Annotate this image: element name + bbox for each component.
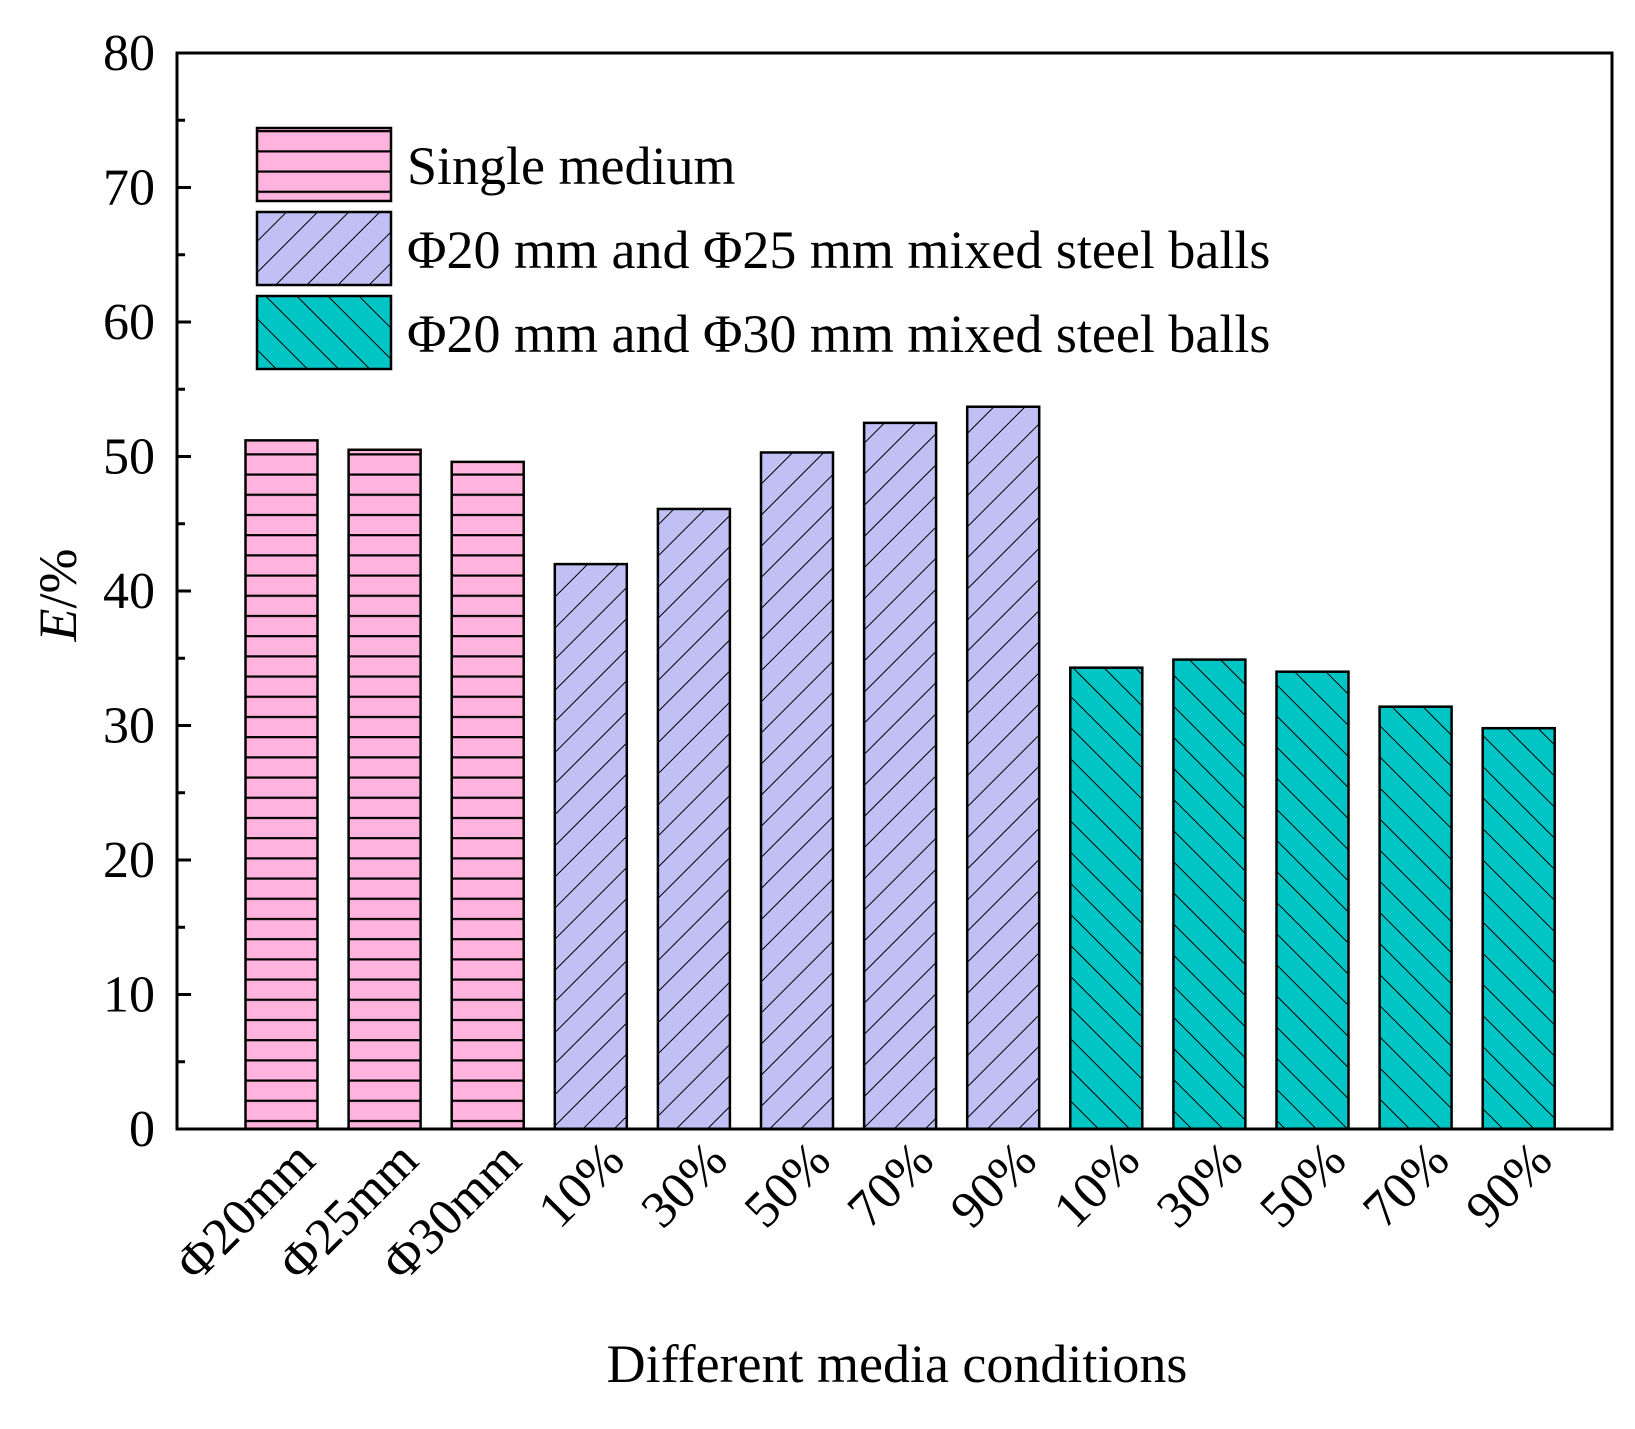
y-tick-label: 10	[103, 967, 155, 1024]
y-tick-label: 50	[103, 429, 155, 486]
bar-2-5	[965, 405, 1041, 1131]
bar-2-3	[759, 451, 835, 1131]
x-tick-label: 10%	[1043, 1131, 1151, 1239]
y-tick-label: 60	[103, 294, 155, 351]
legend-label-2: Φ20 mm and Φ25 mm mixed steel balls	[407, 220, 1270, 280]
y-axis-label-italic: E	[28, 609, 88, 643]
bars-layer	[244, 405, 1556, 1131]
x-tick-label: 30%	[631, 1131, 739, 1239]
bar-3-3	[1275, 670, 1350, 1131]
bar-3-2	[1172, 658, 1247, 1131]
legend-label-3: Φ20 mm and Φ30 mm mixed steel balls	[407, 304, 1270, 364]
x-tick-label: 70%	[1352, 1131, 1460, 1239]
x-tick-label: 50%	[1249, 1131, 1357, 1239]
legend: Single medium Φ20 mm and Φ25 mm mixed ste…	[255, 126, 1270, 371]
bar-1-1	[244, 439, 319, 1131]
x-tick-label: 90%	[940, 1131, 1048, 1239]
y-tick-label: 80	[103, 25, 155, 82]
x-axis-label: Different media conditions	[607, 1334, 1188, 1394]
x-tick-label: 50%	[734, 1131, 842, 1239]
bar-2-2	[656, 507, 732, 1131]
x-tick-label: 90%	[1455, 1131, 1563, 1239]
legend-swatch-1	[255, 126, 393, 203]
y-tick-label: 40	[103, 563, 155, 620]
bar-3-4	[1378, 705, 1453, 1131]
y-tick-label: 70	[103, 160, 155, 217]
bar-3-1	[1069, 666, 1144, 1131]
bar-2-1	[553, 562, 629, 1131]
legend-swatch-3	[255, 294, 393, 371]
bar-1-3	[450, 460, 525, 1131]
legend-label-1: Single medium	[407, 136, 735, 196]
y-tick-label: 20	[103, 832, 155, 889]
y-tick-label: 30	[103, 698, 155, 755]
y-axis-label: E/%	[28, 549, 88, 643]
bar-1-2	[347, 448, 422, 1131]
bar-3-5	[1481, 726, 1556, 1131]
x-tick-label: 70%	[837, 1131, 945, 1239]
y-tick-label: 0	[129, 1101, 155, 1158]
bar-2-4	[862, 421, 938, 1131]
x-tick-label: 10%	[528, 1131, 636, 1239]
legend-swatch-2	[255, 210, 393, 287]
y-axis-label-rest: /%	[28, 549, 88, 609]
x-tick-label: 30%	[1146, 1131, 1254, 1239]
